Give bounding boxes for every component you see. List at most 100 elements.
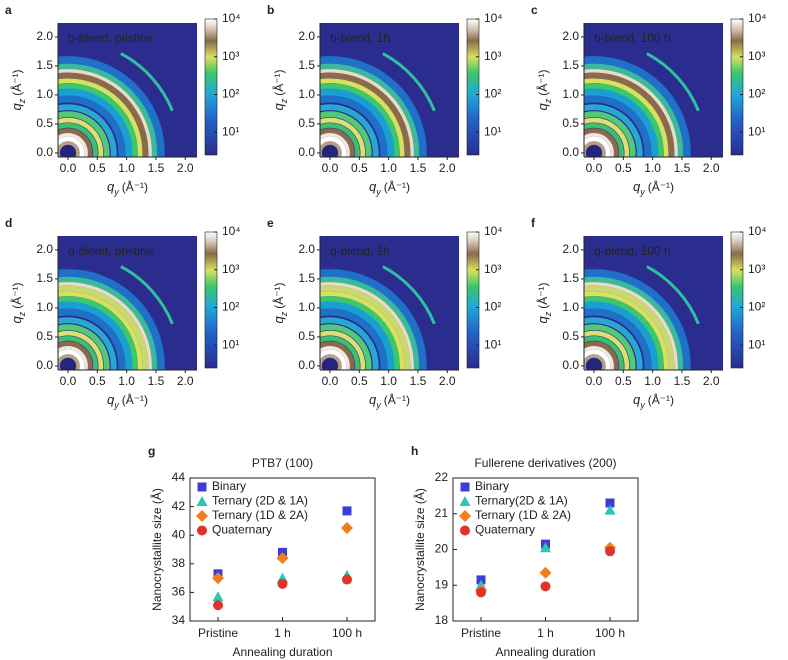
x-tick-label: Pristine xyxy=(461,626,501,640)
scattering-ring xyxy=(584,141,606,157)
x-tick-label: 2.0 xyxy=(703,161,720,175)
x-tick-label: 0.0 xyxy=(60,161,77,175)
x-tick-label: 2.0 xyxy=(177,161,194,175)
axis-symbol: q xyxy=(271,103,286,111)
axis-symbol: q xyxy=(9,103,24,111)
image-title: b-blend, 1h xyxy=(330,31,390,45)
colorbar xyxy=(204,18,218,156)
scattering-ring xyxy=(584,330,630,370)
image-title: b-blend, pristine xyxy=(68,31,154,45)
scattering-ring xyxy=(320,346,350,370)
scattering-ring xyxy=(58,83,138,157)
scattering-ring xyxy=(320,308,388,370)
y-tick-label: 1.5 xyxy=(36,58,53,72)
x-tick-label: 1.0 xyxy=(118,161,135,175)
scattering-ring xyxy=(320,285,411,370)
panel-label: h xyxy=(411,444,418,458)
axis-subscript: z xyxy=(543,311,553,317)
x-tick-label: 1.5 xyxy=(674,161,691,175)
scattering-ring xyxy=(320,78,405,157)
image-title: q-blend, 100 h xyxy=(594,244,671,258)
y-tick-label: 1.0 xyxy=(562,87,579,101)
scattering-ring xyxy=(58,56,165,157)
scattering-ring xyxy=(584,285,675,370)
data-point xyxy=(540,542,551,553)
colorbar-tick-label: 10⁴ xyxy=(222,224,241,238)
y-tick-label: 1.0 xyxy=(36,300,53,314)
legend-marker xyxy=(460,482,470,492)
colorbar-tick-label: 10² xyxy=(484,300,501,314)
x-tick-label: 0.0 xyxy=(60,374,77,388)
scattering-ring xyxy=(584,69,678,157)
scattering-ring xyxy=(584,56,691,157)
scattering-ring xyxy=(320,104,379,157)
y-tick-label: 2.0 xyxy=(298,29,315,43)
scattering-ring xyxy=(58,95,126,157)
colorbar-tick-label: 10³ xyxy=(748,262,765,276)
axis-label: qz (Å⁻¹) xyxy=(535,69,553,110)
scattering-ring xyxy=(58,63,158,157)
scattering-ring xyxy=(58,285,149,370)
axis-label: qy (Å⁻¹) xyxy=(369,392,410,410)
scattering-ring xyxy=(320,341,355,370)
scattering-ring xyxy=(58,349,85,370)
y-tick-label: 0.0 xyxy=(298,145,315,159)
y-tick-label: 2.0 xyxy=(298,242,315,256)
colorbar xyxy=(204,231,218,369)
scattering-ring xyxy=(584,317,643,370)
scattering-ring xyxy=(584,354,606,370)
scattering-ring xyxy=(58,330,104,370)
chart-title: Fullerene derivatives (200) xyxy=(474,456,616,470)
colorbar-tick-label: 10² xyxy=(222,300,239,314)
y-tick-label: 0.0 xyxy=(36,145,53,159)
scattering-ring xyxy=(58,341,93,370)
scattering-ring xyxy=(58,269,165,370)
y-tick-label: 34 xyxy=(172,613,186,627)
colorbar-tick-label: 10¹ xyxy=(222,337,239,351)
colorbar xyxy=(466,231,480,369)
panel-label: d xyxy=(5,216,12,230)
y-tick-label: 20 xyxy=(435,542,449,556)
data-point xyxy=(342,574,352,585)
colorbar-tick-label: 10² xyxy=(748,300,765,314)
colorbar-tick-label: 10⁴ xyxy=(484,11,503,25)
y-tick-label: 2.0 xyxy=(36,242,53,256)
axis-unit: (Å⁻¹) xyxy=(648,392,674,407)
x-tick-label: 1 h xyxy=(274,626,291,640)
data-point xyxy=(341,522,353,535)
scattering-ring xyxy=(320,133,350,157)
scattering-image xyxy=(584,236,723,370)
chart-title: PTB7 (100) xyxy=(252,456,313,470)
scattering-ring xyxy=(584,83,664,157)
axis-symbol: q xyxy=(369,392,377,407)
scattering-ring xyxy=(584,269,691,370)
data-point xyxy=(213,600,223,611)
y-tick-label: 2.0 xyxy=(562,242,579,256)
x-tick-label: 2.0 xyxy=(177,374,194,388)
scattering-ring xyxy=(584,63,684,157)
scattering-ring xyxy=(584,346,614,370)
scattering-ring xyxy=(584,136,611,157)
scattering-ring xyxy=(58,69,152,157)
y-tick-label: 22 xyxy=(435,470,449,484)
colorbar-tick-label: 10¹ xyxy=(222,124,239,138)
scattering-ring xyxy=(584,72,675,157)
y-tick-label: 1.5 xyxy=(562,58,579,72)
y-axis-label: Nanocrystallite size (Å) xyxy=(412,488,427,611)
axis-unit: (Å⁻¹) xyxy=(648,179,674,194)
scattering-image xyxy=(58,236,197,370)
data-point xyxy=(212,572,224,585)
x-tick-label: 0.5 xyxy=(351,374,368,388)
legend-label: Ternary (1D & 2A) xyxy=(475,508,571,522)
scattering-ring xyxy=(58,123,98,157)
y-tick-label: 1.0 xyxy=(298,87,315,101)
data-point xyxy=(539,566,552,579)
scattering-image xyxy=(320,23,459,157)
x-tick-label: Pristine xyxy=(198,626,238,640)
data-point xyxy=(604,504,616,515)
y-tick-label: 0.0 xyxy=(562,145,579,159)
colorbar-tick-label: 10¹ xyxy=(484,124,501,138)
legend-label: Quaternary xyxy=(475,523,535,537)
image-title: q-blend, pristine xyxy=(68,244,154,258)
